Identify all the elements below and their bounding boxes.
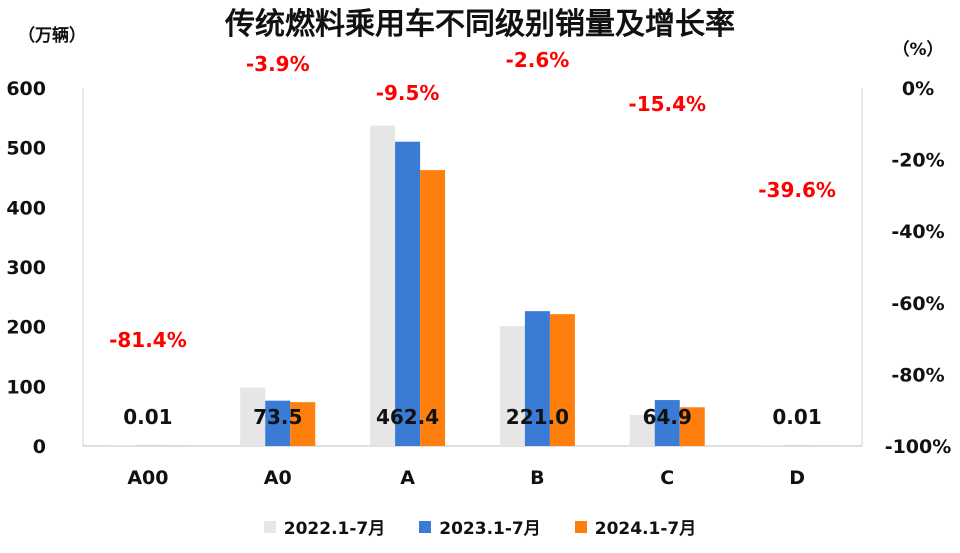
- value-label-0: 0.01: [123, 405, 172, 429]
- legend-swatch-2022: [264, 521, 276, 533]
- value-label-3: 221.0: [506, 405, 569, 429]
- y-tick-label-3: 300: [6, 257, 46, 279]
- x-tick-label-3: B: [530, 467, 544, 489]
- growth-label-0: -81.4%: [109, 328, 187, 352]
- legend-swatch-2023: [419, 521, 431, 533]
- chart-title: 传统燃料乘用车不同级别销量及增长率: [224, 7, 735, 42]
- value-label-4: 64.9: [643, 405, 692, 429]
- y-tick-label-0: 0: [33, 436, 46, 458]
- x-tick-label-1: A0: [264, 467, 292, 489]
- growth-label-2: -9.5%: [376, 81, 440, 105]
- value-label-1: 73.5: [253, 405, 302, 429]
- y2-tick-label-0: 0%: [902, 78, 934, 100]
- y-tick-label-6: 600: [6, 78, 46, 100]
- y-tick-label-5: 500: [6, 138, 46, 160]
- x-tick-label-5: D: [789, 467, 805, 489]
- growth-label-4: -15.4%: [628, 92, 706, 116]
- legend-item-2023: 2023.1-7月: [419, 514, 541, 539]
- value-label-5: 0.01: [772, 405, 821, 429]
- value-label-2: 462.4: [376, 405, 439, 429]
- growth-label-1: -3.9%: [246, 52, 310, 76]
- growth-label-5: -39.6%: [758, 178, 836, 202]
- legend-label-2023: 2023.1-7月: [439, 514, 541, 539]
- legend: 2022.1-7月 2023.1-7月 2024.1-7月: [0, 514, 960, 539]
- legend-label-2024: 2024.1-7月: [595, 514, 697, 539]
- legend-label-2022: 2022.1-7月: [284, 514, 386, 539]
- y2-tick-label-1: -20%: [891, 150, 944, 172]
- bar-2-1: [395, 142, 420, 446]
- left-axis-unit: （万辆）: [18, 25, 86, 46]
- legend-item-2024: 2024.1-7月: [575, 514, 697, 539]
- bar-2-0: [370, 126, 395, 446]
- y2-tick-label-3: -60%: [891, 293, 944, 315]
- legend-item-2022: 2022.1-7月: [264, 514, 386, 539]
- right-axis-unit: （%）: [892, 39, 943, 60]
- y-tick-label-4: 400: [6, 197, 46, 219]
- y-tick-label-2: 200: [6, 317, 46, 339]
- x-tick-label-0: A00: [127, 467, 168, 489]
- y-tick-label-1: 100: [6, 376, 46, 398]
- growth-label-3: -2.6%: [506, 48, 570, 72]
- x-tick-label-4: C: [660, 467, 674, 489]
- y2-tick-label-5: -100%: [885, 436, 952, 458]
- legend-swatch-2024: [575, 521, 587, 533]
- y2-tick-label-4: -80%: [891, 364, 944, 386]
- y2-tick-label-2: -40%: [891, 221, 944, 243]
- x-tick-label-2: A: [400, 467, 415, 489]
